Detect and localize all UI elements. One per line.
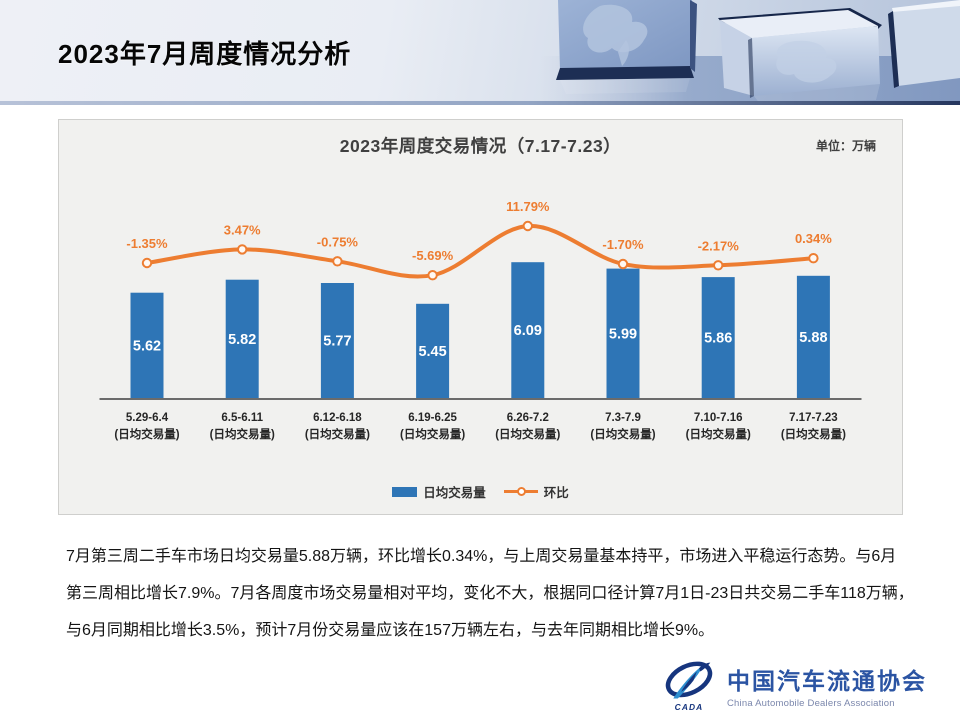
header-bottom-strip bbox=[0, 101, 960, 105]
chart-panel: 5.62 5.82 5.77 5.45 6.09 5.99 5.86 5.88 5.29-6.4… bbox=[58, 119, 903, 515]
bar bbox=[796, 275, 830, 398]
line-swatch-icon bbox=[503, 487, 538, 496]
category-label: 6.12-6.18 bbox=[313, 412, 362, 424]
bar bbox=[606, 268, 640, 398]
bar-value-label: 5.88 bbox=[799, 330, 827, 346]
cada-logo: CADA 中国汽车流通协会 China Automobile Dealers A… bbox=[661, 657, 927, 713]
category-label: 5.29-6.4 bbox=[126, 412, 169, 424]
category-label: 6.19-6.25 bbox=[408, 412, 457, 424]
legend-label-bar: 日均交易量 bbox=[423, 486, 486, 500]
line-marker bbox=[617, 258, 629, 270]
category-sublabel: (日均交易量) bbox=[114, 427, 179, 441]
category-sublabel: (日均交易量) bbox=[210, 427, 275, 441]
category-sublabel: (日均交易量) bbox=[495, 427, 560, 441]
chart-legend: 日均交易量 环比 bbox=[59, 482, 902, 501]
bar-value-label: 5.99 bbox=[609, 326, 637, 342]
pct-label: -2.17% bbox=[698, 238, 740, 253]
cube-right bbox=[888, 0, 960, 88]
category-sublabel: (日均交易量) bbox=[686, 427, 751, 441]
summary-line: 7月第三周二手车市场日均交易量5.88万辆，环比增长0.34%，与上周交易量基本… bbox=[66, 548, 897, 565]
legend-item-bar: 日均交易量 bbox=[392, 482, 486, 501]
cube-left bbox=[556, 0, 697, 94]
line-marker bbox=[332, 256, 343, 267]
unit-label: 单位：万辆 bbox=[815, 139, 876, 153]
summary-line: 与6月同期相比增长3.5%，预计7月份交易量应该在157万辆左右，与去年同期相比… bbox=[66, 622, 715, 639]
pct-label: -1.35% bbox=[126, 236, 168, 251]
bar-value-label: 6.09 bbox=[514, 323, 542, 339]
pct-label: 3.47% bbox=[224, 222, 261, 237]
bar-swatch-icon bbox=[392, 486, 418, 497]
category-label: 7.10-7.16 bbox=[694, 412, 743, 424]
bar bbox=[511, 262, 545, 398]
category-sublabel: (日均交易量) bbox=[590, 427, 655, 441]
bar bbox=[416, 303, 450, 399]
category-label: 7.3-7.9 bbox=[605, 412, 641, 424]
bar bbox=[225, 279, 259, 398]
cada-emblem-text: CADA bbox=[675, 702, 704, 712]
category-label: 6.26-7.2 bbox=[507, 412, 549, 424]
pct-label: 11.79% bbox=[506, 199, 550, 214]
cubes-graphic bbox=[540, 0, 960, 105]
summary-line: 第三周相比增长7.9%。7月各周度市场交易量相对平均，变化不大，根据同口径计算7… bbox=[66, 585, 914, 602]
org-name-en: China Automobile Dealers Association bbox=[727, 697, 895, 709]
bar-value-label: 5.82 bbox=[228, 332, 256, 348]
bar-value-label: 5.86 bbox=[704, 331, 732, 347]
bar-value-label: 5.62 bbox=[133, 338, 161, 354]
line-marker bbox=[808, 253, 819, 264]
category-sublabel: (日均交易量) bbox=[305, 427, 370, 441]
category-label: 6.5-6.11 bbox=[221, 412, 263, 424]
category-sublabel: (日均交易量) bbox=[781, 427, 846, 441]
bar bbox=[320, 283, 354, 398]
cube-center bbox=[718, 8, 882, 104]
line-marker bbox=[237, 244, 248, 255]
header-banner: 2023年7月周度情况分析 bbox=[0, 0, 960, 105]
bar-value-label: 5.45 bbox=[418, 344, 446, 360]
pct-label: -1.70% bbox=[602, 237, 644, 252]
legend-item-line: 环比 bbox=[503, 482, 569, 501]
pct-label: 0.34% bbox=[795, 231, 832, 246]
chart-plot: 5.62 5.82 5.77 5.45 6.09 5.99 5.86 5.88 5.29-6.4… bbox=[99, 199, 862, 441]
legend-label-line: 环比 bbox=[543, 486, 569, 500]
summary-paragraph: 7月第三周二手车市场日均交易量5.88万辆，环比增长0.34%，与上周交易量基本… bbox=[66, 538, 936, 649]
bar bbox=[130, 292, 164, 398]
slide-title: 2023年7月周度情况分析 bbox=[58, 39, 352, 69]
category-sublabel: (日均交易量) bbox=[400, 427, 465, 441]
line-marker bbox=[141, 257, 153, 269]
pct-label: -0.75% bbox=[317, 234, 359, 249]
bar bbox=[701, 277, 735, 398]
cada-emblem-icon: CADA bbox=[665, 661, 713, 712]
line-marker bbox=[427, 270, 438, 281]
pct-label: -5.69% bbox=[412, 248, 454, 263]
org-name-cn: 中国汽车流通协会 bbox=[727, 668, 927, 694]
bar-value-label: 5.77 bbox=[323, 334, 351, 350]
line-marker bbox=[522, 220, 533, 232]
line-series bbox=[145, 223, 816, 279]
line-marker bbox=[713, 260, 724, 271]
category-label: 7.17-7.23 bbox=[789, 412, 838, 424]
chart-title: 2023年周度交易情况（7.17-7.23） bbox=[339, 136, 622, 156]
